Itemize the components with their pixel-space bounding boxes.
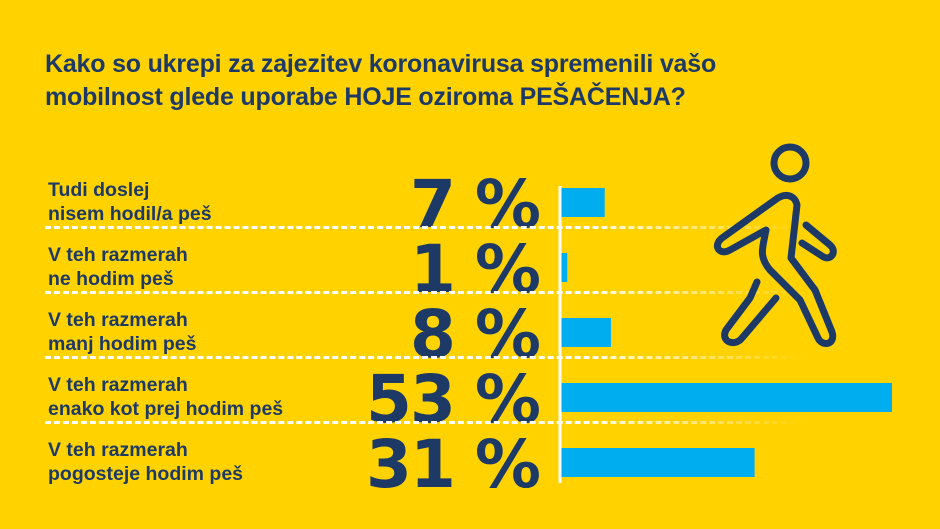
walking-person-icon — [714, 143, 837, 347]
category-label-line: nisem hodil/a peš — [48, 203, 212, 225]
bar — [561, 383, 892, 412]
chart-row: V teh razmerah pogosteje hodim peš 31 % — [45, 430, 545, 501]
category-label-line: enako kot prej hodim peš — [48, 398, 284, 420]
row-divider — [45, 291, 805, 294]
row-divider — [45, 421, 805, 424]
bar — [561, 253, 568, 282]
category-label-line: Tudi doslej — [48, 179, 150, 201]
bar — [561, 318, 611, 347]
category-label: V teh razmerah enako kot prej hodim peš — [48, 373, 283, 421]
category-label: V teh razmerah pogosteje hodim peš — [48, 438, 243, 486]
title-line-1: Kako so ukrepi za zajezitev koronavirusa… — [45, 50, 717, 78]
category-label-line: manj hodim peš — [48, 333, 197, 355]
category-label: V teh razmerah ne hodim peš — [48, 243, 188, 291]
chart-row: V teh razmerah ne hodim peš 1 % — [45, 235, 545, 306]
category-label-line: V teh razmerah — [48, 439, 188, 461]
data-label: 31 % — [366, 426, 541, 503]
bar — [561, 188, 605, 217]
row-divider — [45, 356, 805, 359]
bar — [561, 448, 755, 477]
row-divider — [45, 226, 805, 229]
category-label-line: ne hodim peš — [48, 268, 174, 290]
category-label: Tudi doslej nisem hodil/a peš — [48, 178, 212, 226]
category-label: V teh razmerah manj hodim peš — [48, 308, 196, 356]
category-label-line: V teh razmerah — [48, 374, 188, 396]
title-line-2: mobilnost glede uporabe HOJE oziroma PEŠ… — [45, 83, 686, 111]
category-label-line: V teh razmerah — [48, 244, 188, 266]
chart-title: Kako so ukrepi za zajezitev koronavirusa… — [45, 48, 716, 114]
category-label-line: pogosteje hodim peš — [48, 463, 244, 485]
category-label-line: V teh razmerah — [48, 309, 188, 331]
